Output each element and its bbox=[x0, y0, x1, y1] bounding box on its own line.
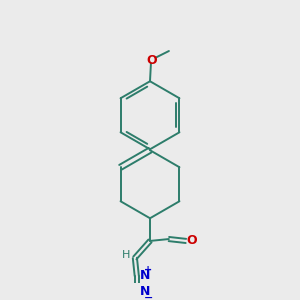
Text: H: H bbox=[122, 250, 130, 260]
Text: N: N bbox=[140, 286, 150, 298]
Text: O: O bbox=[147, 54, 157, 67]
Text: +: + bbox=[144, 265, 152, 275]
Text: −: − bbox=[143, 292, 153, 300]
Text: N: N bbox=[140, 269, 150, 282]
Text: O: O bbox=[186, 234, 197, 248]
